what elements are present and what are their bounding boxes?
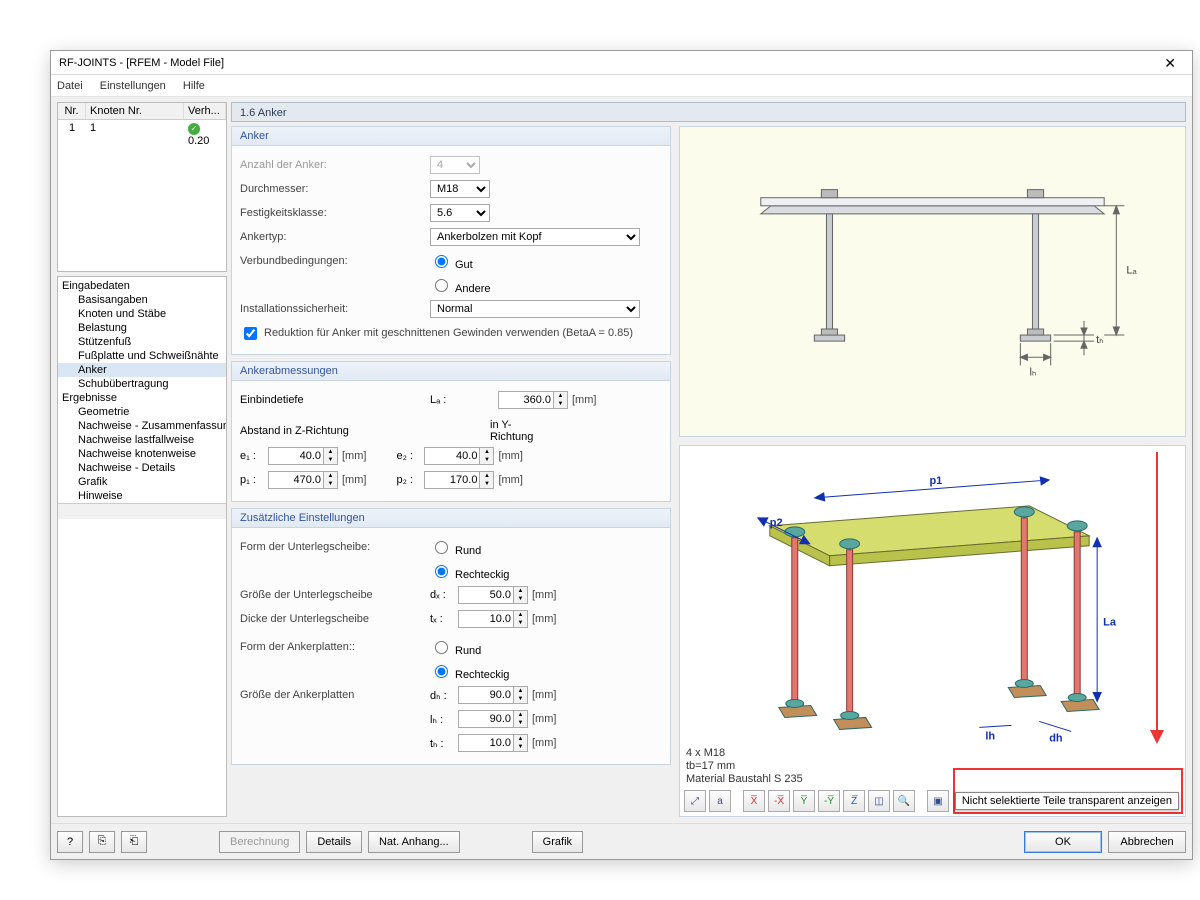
tw-input[interactable]: ▲▼ <box>458 610 528 628</box>
grid-panel: Nr. Knoten Nr. Verh... 1 1 ✓0.20 <box>57 102 227 272</box>
check-icon: ✓ <box>188 123 200 135</box>
app-window: RF-JOINTS - [RFEM - Model File] ✕ Datei … <box>50 50 1193 860</box>
preview-toolbar: ⤢ a X̅ -X̅ Y̅ -Y̅ Z̅ ◫ 🔍 ▣ <box>684 790 949 812</box>
tree-input[interactable]: Eingabedaten <box>58 279 226 293</box>
titlebar: RF-JOINTS - [RFEM - Model File] ✕ <box>51 51 1192 75</box>
svg-text:lₕ: lₕ <box>1029 366 1036 378</box>
p2-input[interactable]: ▲▼ <box>424 471 494 489</box>
grafik-button[interactable]: Grafik <box>532 831 583 853</box>
tree-item[interactable]: Nachweise knotenweise <box>58 447 226 461</box>
tree-item[interactable]: Nachweise - Zusammenfassung <box>58 419 226 433</box>
radio-us-rund[interactable]: Rund <box>430 538 481 557</box>
la-input[interactable]: ▲▼ <box>498 391 568 409</box>
group-zusaetzlich: Zusätzliche Einstellungen Form der Unter… <box>231 508 671 765</box>
export-button[interactable]: ⎗ <box>121 831 147 853</box>
nat-anhang-button[interactable]: Nat. Anhang... <box>368 831 460 853</box>
tree-item-anker[interactable]: Anker <box>58 363 226 377</box>
tree-item[interactable]: Knoten und Stäbe <box>58 307 226 321</box>
svg-text:dh: dh <box>1049 732 1063 744</box>
window-title: RF-JOINTS - [RFEM - Model File] <box>59 51 224 75</box>
berechnung-button[interactable]: Berechnung <box>219 831 300 853</box>
menu-help[interactable]: Hilfe <box>183 80 205 92</box>
close-icon[interactable]: ✕ <box>1156 51 1184 75</box>
radio-ap-rund[interactable]: Rund <box>430 638 481 657</box>
dh-input[interactable]: ▲▼ <box>458 686 528 704</box>
menu-settings[interactable]: Einstellungen <box>100 80 166 92</box>
tree-scrollbar-x[interactable] <box>58 503 226 519</box>
tree-item[interactable]: Belastung <box>58 321 226 335</box>
svg-text:p1: p1 <box>929 475 942 487</box>
col-verh[interactable]: Verh... <box>184 103 226 119</box>
radio-us-recht[interactable]: Rechteckig <box>430 562 509 581</box>
menu-file[interactable]: Datei <box>57 80 83 92</box>
tree-item[interactable]: Schubübertragung <box>58 377 226 391</box>
details-button[interactable]: Details <box>306 831 362 853</box>
p1-input[interactable]: ▲▼ <box>268 471 338 489</box>
tree-item[interactable]: Grafik <box>58 475 226 489</box>
group-anker: Anker Anzahl der Anker: 4 Durchmesser: M… <box>231 126 671 355</box>
th-input[interactable]: ▲▼ <box>458 734 528 752</box>
tree-item[interactable]: Geometrie <box>58 405 226 419</box>
radio-ap-recht[interactable]: Rechteckig <box>430 662 509 681</box>
reduktion-check[interactable] <box>244 327 257 340</box>
cancel-button[interactable]: Abbrechen <box>1108 831 1186 853</box>
callout-arrow-icon <box>1145 448 1169 748</box>
tree-item[interactable]: Stützenfuß <box>58 335 226 349</box>
menubar: Datei Einstellungen Hilfe <box>51 75 1192 97</box>
tb-label-icon[interactable]: a <box>709 790 731 812</box>
tb-view-ny-icon[interactable]: -Y̅ <box>818 790 840 812</box>
tb-zoom-icon[interactable]: 🔍 <box>893 790 915 812</box>
svg-text:tₕ: tₕ <box>1096 334 1104 346</box>
tb-iso-icon[interactable]: ◫ <box>868 790 890 812</box>
ankertyp-select[interactable]: Ankerbolzen mit Kopf <box>430 228 640 246</box>
tb-view-x-icon[interactable]: X̅ <box>743 790 765 812</box>
durchmesser-select[interactable]: M18 <box>430 180 490 198</box>
tb-view-nx-icon[interactable]: -X̅ <box>768 790 790 812</box>
tooltip: Nicht selektierte Teile transparent anze… <box>955 792 1179 810</box>
nav-tree[interactable]: Eingabedaten Basisangaben Knoten und Stä… <box>57 276 227 817</box>
festigkeit-select[interactable]: 5.6 <box>430 204 490 222</box>
preview-info: 4 x M18 tb=17 mm Material Baustahl S 235 <box>686 747 803 786</box>
tree-item[interactable]: Basisangaben <box>58 293 226 307</box>
inst-select[interactable]: Normal <box>430 300 640 318</box>
tree-item[interactable]: Fußplatte und Schweißnähte <box>58 349 226 363</box>
tb-transparent-icon[interactable]: ▣ <box>927 790 949 812</box>
group-abmessungen: Ankerabmessungen Einbindetiefe Lₐ : ▲▼ [… <box>231 361 671 502</box>
col-nr[interactable]: Nr. <box>58 103 86 119</box>
radio-andere[interactable]: Andere <box>430 276 490 295</box>
dw-input[interactable]: ▲▼ <box>458 586 528 604</box>
svg-text:lh: lh <box>985 730 995 742</box>
tree-item[interactable]: Nachweise lastfallweise <box>58 433 226 447</box>
tb-axes-icon[interactable]: ⤢ <box>684 790 706 812</box>
radio-gut[interactable]: Gut <box>430 252 473 271</box>
tb-view-y-icon[interactable]: Y̅ <box>793 790 815 812</box>
tb-view-z-icon[interactable]: Z̅ <box>843 790 865 812</box>
page-title: 1.6 Anker <box>231 102 1186 122</box>
tree-results[interactable]: Ergebnisse <box>58 391 226 405</box>
e2-input[interactable]: ▲▼ <box>424 447 494 465</box>
col-knoten[interactable]: Knoten Nr. <box>86 103 184 119</box>
svg-text:Lₐ: Lₐ <box>1126 264 1137 276</box>
grid-header: Nr. Knoten Nr. Verh... <box>58 103 226 120</box>
svg-text:p2: p2 <box>770 516 783 528</box>
preview-3d: p1 p2 La lh dh 4 x M18 tb=17 mm Material… <box>679 445 1186 817</box>
lh-input[interactable]: ▲▼ <box>458 710 528 728</box>
grid-row[interactable]: 1 1 ✓0.20 <box>58 120 226 149</box>
anzahl-select: 4 <box>430 156 480 174</box>
help-button[interactable]: ? <box>57 831 83 853</box>
tree-item[interactable]: Nachweise - Details <box>58 461 226 475</box>
e1-input[interactable]: ▲▼ <box>268 447 338 465</box>
ok-button[interactable]: OK <box>1024 831 1102 853</box>
anchor-2d-svg: Lₐ tₕ <box>680 127 1185 410</box>
svg-text:La: La <box>1103 616 1117 628</box>
anchor-3d-svg: p1 p2 La lh dh <box>680 446 1185 795</box>
import-button[interactable]: ⎘ <box>89 831 115 853</box>
footer: ? ⎘ ⎗ Berechnung Details Nat. Anhang... … <box>51 823 1192 859</box>
tree-item[interactable]: Hinweise <box>58 489 226 503</box>
preview-2d: Lₐ tₕ <box>679 126 1186 437</box>
